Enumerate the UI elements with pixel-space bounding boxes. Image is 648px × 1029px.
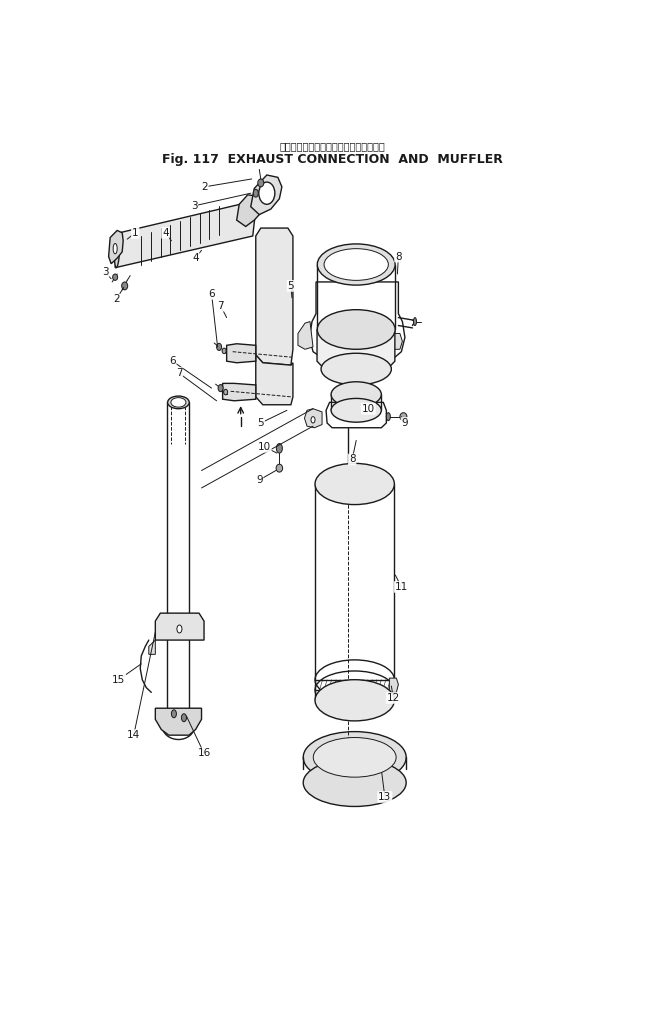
Ellipse shape xyxy=(400,413,407,421)
Polygon shape xyxy=(223,384,256,401)
Ellipse shape xyxy=(321,353,391,385)
Text: 5: 5 xyxy=(288,281,294,291)
Text: 10: 10 xyxy=(362,403,375,414)
Text: 9: 9 xyxy=(402,418,408,428)
Polygon shape xyxy=(251,175,282,215)
Ellipse shape xyxy=(168,396,189,409)
Text: 16: 16 xyxy=(198,748,211,758)
Ellipse shape xyxy=(311,417,315,423)
Ellipse shape xyxy=(171,710,176,718)
Ellipse shape xyxy=(113,244,117,254)
Polygon shape xyxy=(317,329,395,369)
Polygon shape xyxy=(149,640,156,654)
Text: Fig. 117  EXHAUST CONNECTION  AND  MUFFLER: Fig. 117 EXHAUST CONNECTION AND MUFFLER xyxy=(161,152,503,166)
Text: 15: 15 xyxy=(112,675,125,684)
Ellipse shape xyxy=(171,397,186,407)
Ellipse shape xyxy=(303,732,406,783)
Ellipse shape xyxy=(276,443,283,453)
Text: 11: 11 xyxy=(395,582,408,592)
Polygon shape xyxy=(156,613,204,640)
Ellipse shape xyxy=(222,348,226,354)
Ellipse shape xyxy=(318,244,395,285)
Ellipse shape xyxy=(218,385,223,392)
Ellipse shape xyxy=(216,344,222,351)
Text: 12: 12 xyxy=(387,693,400,703)
Polygon shape xyxy=(115,201,257,268)
Ellipse shape xyxy=(115,233,120,268)
Text: 6: 6 xyxy=(208,289,215,298)
Text: 8: 8 xyxy=(395,252,402,261)
Ellipse shape xyxy=(253,189,259,198)
Ellipse shape xyxy=(313,738,396,777)
Polygon shape xyxy=(237,194,263,226)
Text: 3: 3 xyxy=(191,201,197,211)
Ellipse shape xyxy=(224,389,227,395)
Text: 2: 2 xyxy=(202,182,208,191)
Text: 10: 10 xyxy=(258,441,271,452)
Text: 14: 14 xyxy=(127,731,141,740)
Ellipse shape xyxy=(177,625,182,633)
Text: 6: 6 xyxy=(169,356,176,366)
Ellipse shape xyxy=(331,398,381,422)
Ellipse shape xyxy=(318,310,395,349)
Text: 7: 7 xyxy=(176,368,182,378)
Text: エキゾーストコネクションおよびマフラ: エキゾーストコネクションおよびマフラ xyxy=(279,141,385,151)
Ellipse shape xyxy=(315,680,395,721)
Text: 5: 5 xyxy=(257,418,264,428)
Polygon shape xyxy=(298,321,313,349)
Ellipse shape xyxy=(122,282,128,290)
Ellipse shape xyxy=(181,714,187,721)
Text: 8: 8 xyxy=(349,455,356,464)
Ellipse shape xyxy=(303,759,406,807)
Ellipse shape xyxy=(331,382,381,407)
Polygon shape xyxy=(256,355,293,404)
Polygon shape xyxy=(305,409,322,428)
Text: 1: 1 xyxy=(132,227,139,238)
Ellipse shape xyxy=(324,249,388,280)
Text: 3: 3 xyxy=(102,268,108,278)
Polygon shape xyxy=(256,228,293,365)
Ellipse shape xyxy=(315,463,395,504)
Ellipse shape xyxy=(259,182,275,205)
Polygon shape xyxy=(156,708,202,735)
Text: 4: 4 xyxy=(192,253,199,263)
Text: 9: 9 xyxy=(256,475,262,485)
Ellipse shape xyxy=(113,274,118,280)
Ellipse shape xyxy=(386,413,390,421)
Text: 13: 13 xyxy=(378,792,391,802)
Ellipse shape xyxy=(413,318,417,325)
Polygon shape xyxy=(109,230,123,263)
Polygon shape xyxy=(227,344,256,363)
Ellipse shape xyxy=(258,179,264,187)
Ellipse shape xyxy=(276,464,283,472)
Polygon shape xyxy=(393,333,402,349)
Polygon shape xyxy=(389,678,399,693)
Text: 7: 7 xyxy=(217,300,224,311)
Text: 4: 4 xyxy=(162,227,168,238)
Text: 2: 2 xyxy=(113,294,119,305)
